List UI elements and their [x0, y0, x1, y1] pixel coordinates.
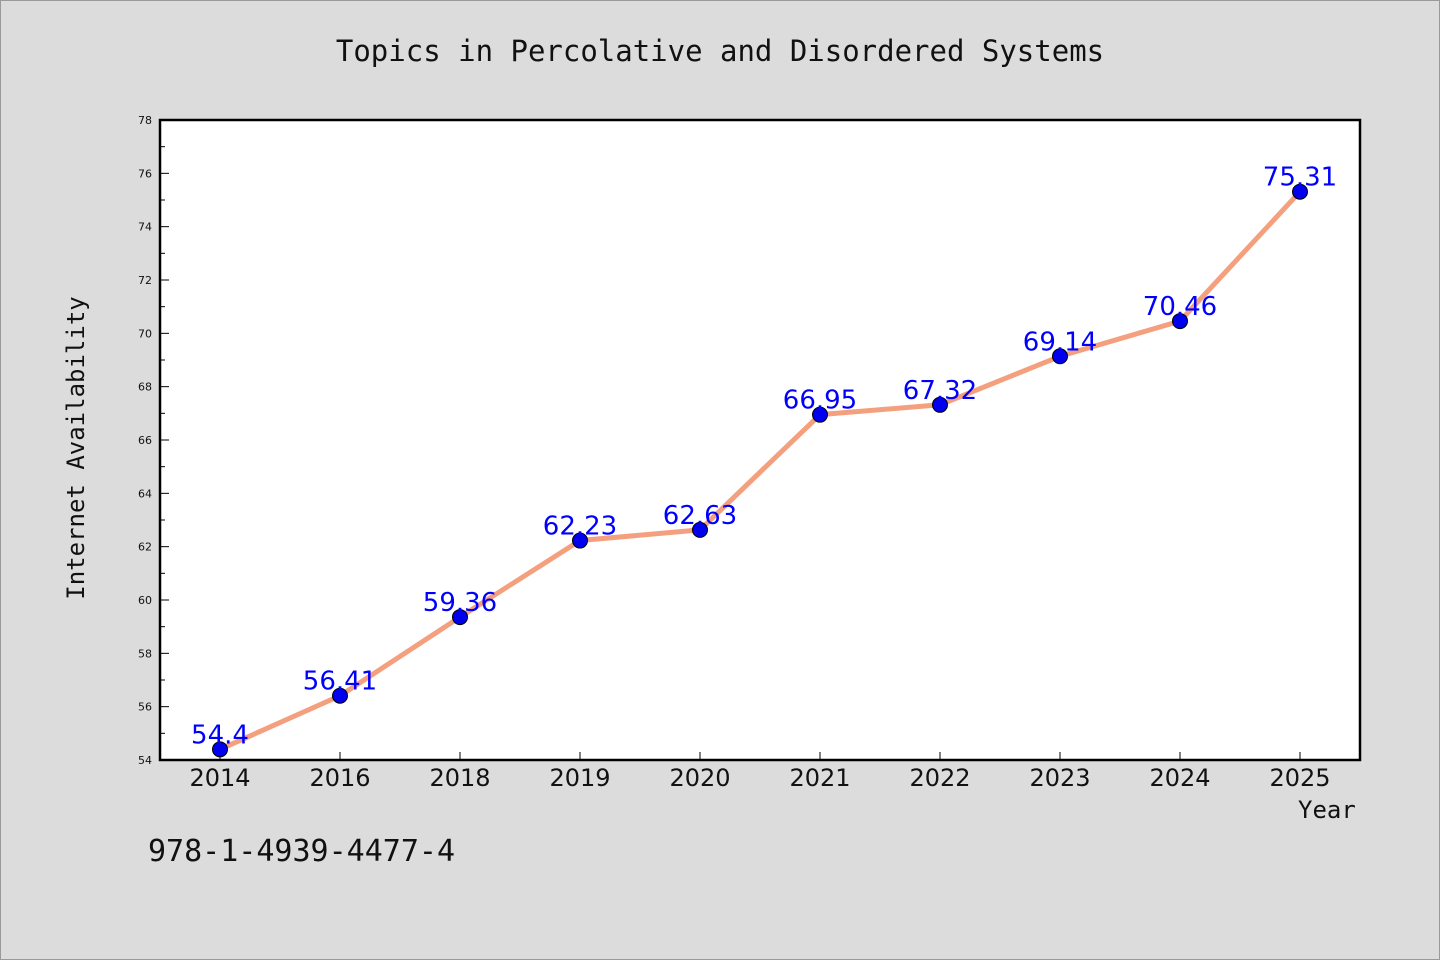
data-point	[1172, 313, 1188, 330]
data-label-layer: 54.4 56.41 59.36 62.23 62.63 66.95 67.32 69.14 7…	[191, 163, 1337, 751]
x-tick-label: 2024	[1149, 764, 1210, 792]
x-tick-label: 2019	[549, 764, 610, 792]
plot-border	[158, 118, 1362, 762]
isbn-text: 978-1-4939-4477-4	[148, 834, 456, 869]
x-tick-label: 2014	[189, 764, 250, 792]
data-label: 62.63	[663, 501, 737, 531]
y-tick-label: 70	[138, 327, 152, 340]
x-tick-label: 2021	[789, 764, 850, 792]
data-label: 67.32	[903, 376, 977, 406]
data-point	[452, 609, 468, 626]
x-tick-label: 2022	[909, 764, 970, 792]
y-tick-label: 76	[138, 167, 152, 180]
x-tick-label: 2025	[1269, 764, 1330, 792]
data-label: 62.23	[543, 512, 617, 542]
x-tick-label: 2023	[1029, 764, 1090, 792]
y-tick-label: 78	[138, 114, 152, 127]
y-tick-label: 54	[138, 754, 152, 767]
y-tick-label: 66	[138, 434, 152, 447]
data-point	[692, 521, 708, 538]
x-tick-label: 2016	[309, 764, 370, 792]
plot-area	[160, 120, 1360, 760]
data-label: 75.31	[1263, 163, 1337, 193]
data-point	[572, 532, 588, 549]
data-label: 59.36	[423, 588, 497, 618]
data-label: 56.41	[303, 667, 377, 697]
x-tick-label: 2020	[669, 764, 730, 792]
data-point	[212, 741, 228, 758]
series-layer	[212, 183, 1308, 758]
data-point	[332, 687, 348, 704]
y-tick-label: 68	[138, 381, 152, 394]
data-point	[812, 406, 828, 423]
data-point	[932, 396, 948, 413]
y-tick-label: 58	[138, 647, 152, 660]
y-tick-label: 62	[138, 541, 152, 554]
x-axis-label: Year	[1298, 796, 1356, 824]
y-tick-label: 60	[138, 594, 152, 607]
y-tick-label: 74	[138, 221, 152, 234]
data-point	[1052, 348, 1068, 365]
y-tick-label: 56	[138, 701, 152, 714]
chart-title: Topics in Percolative and Disordered Sys…	[335, 34, 1105, 68]
data-label: 54.4	[191, 720, 249, 750]
data-label: 70.46	[1143, 292, 1217, 322]
data-label: 69.14	[1023, 327, 1097, 357]
y-tick-label: 72	[138, 274, 152, 287]
y-tick-label: 64	[138, 487, 152, 500]
x-tick-label: 2018	[429, 764, 490, 792]
data-label: 66.95	[783, 386, 857, 416]
series-line	[217, 189, 1303, 752]
x-axis-ticks: 2014 2016 2018 2019 2020 2021 2022 2023 2024 2025	[189, 752, 1331, 792]
data-point	[1292, 183, 1308, 200]
